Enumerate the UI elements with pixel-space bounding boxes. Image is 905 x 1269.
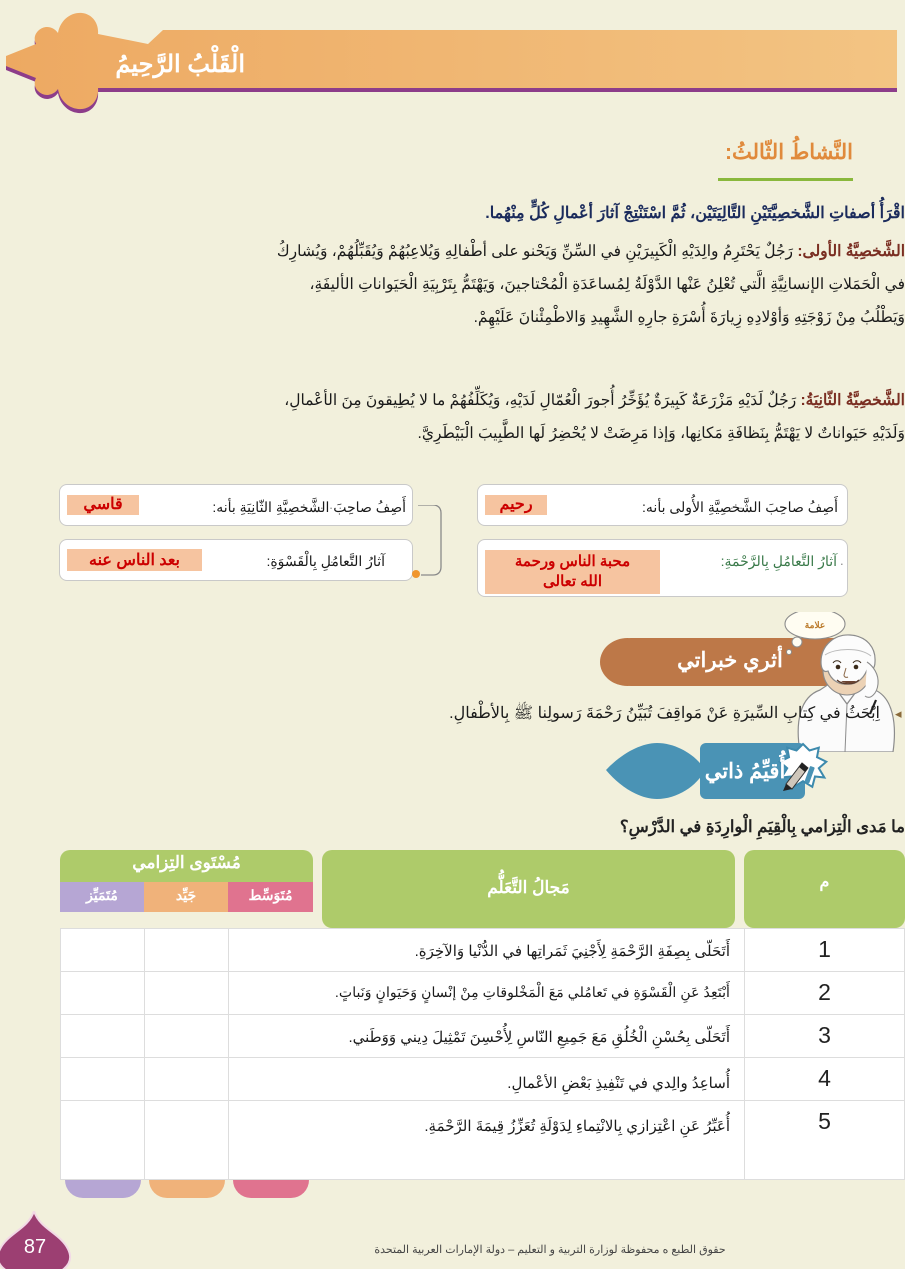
svg-text:علامة: علامة <box>805 620 825 630</box>
